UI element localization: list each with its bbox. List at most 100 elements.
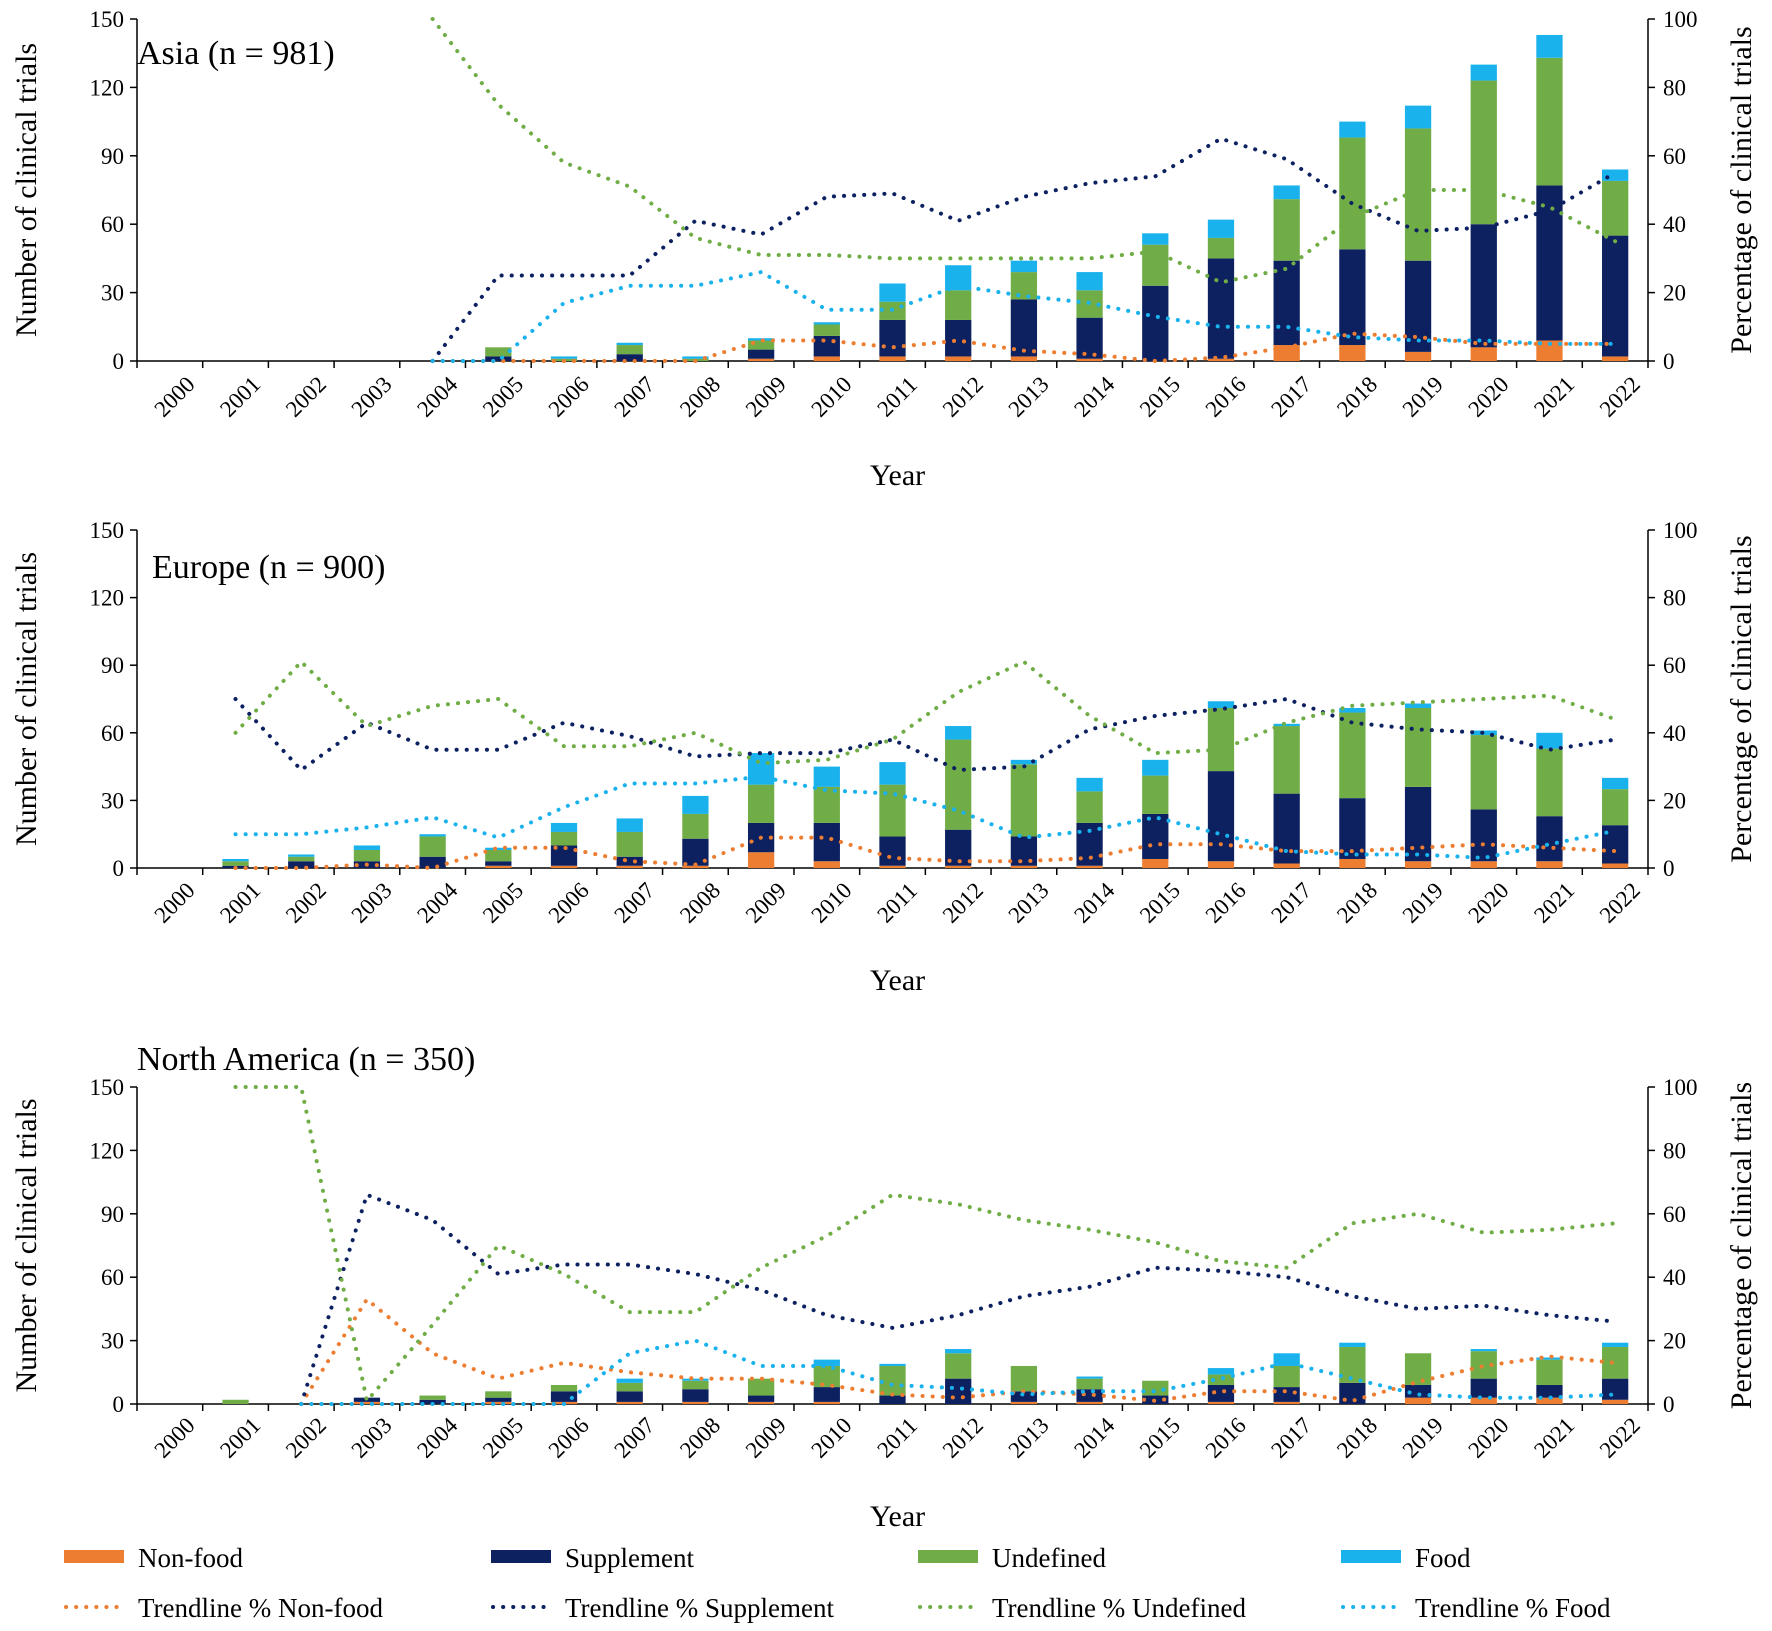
bar-food (682, 795, 709, 814)
bar-undefined (747, 784, 775, 823)
bar-undefined (1339, 137, 1366, 250)
bar-food (879, 283, 906, 302)
y2-tick-label: 0 (1663, 349, 1675, 374)
bar-undefined (1339, 712, 1366, 799)
legend-item-supplement-bar: Supplement (491, 1543, 694, 1573)
y-tick-label: 150 (90, 1075, 125, 1100)
bar-non-food (1470, 347, 1497, 361)
bar-undefined (1602, 789, 1629, 826)
bar-undefined (813, 324, 840, 336)
trendline-supplement (233, 697, 1618, 772)
bar-food (747, 338, 775, 341)
legend-swatch (491, 1550, 551, 1563)
y2-tick-label: 80 (1663, 75, 1686, 100)
bar-non-food (682, 1401, 709, 1404)
bar-non-food (813, 356, 840, 361)
bar-non-food (879, 865, 906, 868)
bar-food (550, 822, 578, 832)
bar-undefined (1273, 1365, 1300, 1388)
bar-undefined (1404, 1353, 1432, 1385)
bar-non-food (1273, 863, 1300, 868)
y-tick-label: 0 (113, 1392, 125, 1417)
panel-title: Europe (n = 900) (152, 549, 386, 586)
bar-supplement (945, 1378, 972, 1404)
bar-supplement (1404, 1384, 1432, 1398)
bar-undefined (1142, 775, 1169, 814)
trendline-non-food (430, 331, 1618, 363)
bar-undefined (682, 813, 709, 839)
y-tick-label: 120 (90, 1138, 125, 1163)
y2-tick-label: 80 (1663, 1138, 1686, 1163)
bar-food (1339, 121, 1366, 138)
y-tick-label: 90 (101, 1202, 124, 1227)
legend-swatch (1341, 1550, 1401, 1563)
bar-supplement (945, 319, 972, 357)
y2-axis-title: Percentage of clinical trials (1725, 535, 1758, 862)
bar-undefined (1602, 1346, 1629, 1379)
bar-non-food (1273, 345, 1300, 361)
y2-tick-label: 100 (1663, 7, 1698, 32)
bar-supplement (485, 861, 512, 866)
bar-undefined (945, 290, 972, 320)
bar-undefined (1010, 764, 1038, 837)
y2-tick-label: 20 (1663, 788, 1686, 813)
legend-swatch (918, 1550, 978, 1563)
bar-supplement (616, 856, 643, 866)
bar-non-food (682, 865, 709, 868)
bar-non-food (1339, 345, 1366, 361)
bar-non-food (1404, 1397, 1432, 1404)
legend-item-supplement-line: Trendline % Supplement (491, 1593, 834, 1623)
bar-food (616, 1378, 643, 1383)
bar-food (1339, 708, 1366, 713)
legend: Non-food Supplement Undefined Food Trendline… (64, 1543, 1611, 1623)
bar-non-food (1207, 861, 1235, 868)
bar-supplement (813, 822, 840, 862)
bar-undefined (550, 831, 578, 846)
bar-non-food (813, 1401, 840, 1404)
bar-supplement (1010, 836, 1038, 866)
bar-supplement (813, 335, 840, 357)
bar-non-food (1076, 358, 1103, 361)
legend-item-non-food-line: Trendline % Non-food (64, 1593, 383, 1623)
y2-tick-label: 100 (1663, 518, 1698, 543)
bar-supplement (1207, 258, 1235, 359)
bar-food (485, 847, 512, 850)
bar-undefined (353, 849, 381, 862)
bar-undefined (1536, 57, 1563, 186)
y2-tick-label: 40 (1663, 212, 1686, 237)
bar-non-food (747, 852, 775, 868)
bar-supplement (1273, 1387, 1300, 1402)
y2-tick-label: 40 (1663, 721, 1686, 746)
bar-food (1010, 260, 1038, 273)
bar-undefined (1273, 726, 1300, 794)
bar-non-food (879, 356, 906, 361)
bar-non-food (747, 358, 775, 361)
bar-food (1207, 1368, 1235, 1375)
bar-undefined (419, 836, 446, 857)
legend-item-undefined-bar: Undefined (918, 1543, 1106, 1573)
bar-non-food (813, 861, 840, 868)
bar-supplement (1536, 185, 1563, 341)
bar-undefined (1536, 748, 1563, 817)
bar-supplement (747, 349, 775, 359)
bar-non-food (1602, 863, 1629, 868)
legend-item-non-food-bar: Non-food (64, 1543, 243, 1573)
y2-axis-title: Percentage of clinical trials (1725, 26, 1758, 353)
bar-food (1470, 1349, 1497, 1352)
bar-food (1076, 777, 1103, 792)
bar-undefined (1010, 1365, 1038, 1392)
bar-food (222, 858, 249, 862)
bar-supplement (1470, 224, 1497, 348)
bar-undefined (1207, 1374, 1235, 1385)
bar-food (1273, 185, 1300, 200)
bar-undefined (288, 856, 315, 862)
bar-undefined (879, 784, 906, 837)
bar-undefined (1207, 237, 1235, 259)
bar-food (1076, 1376, 1103, 1379)
y-tick-label: 0 (113, 349, 125, 374)
bar-supplement (879, 1395, 906, 1404)
bar-food (1207, 701, 1235, 709)
trendline-food (430, 270, 1618, 363)
bar-food (1076, 272, 1103, 291)
y2-tick-label: 60 (1663, 1202, 1686, 1227)
